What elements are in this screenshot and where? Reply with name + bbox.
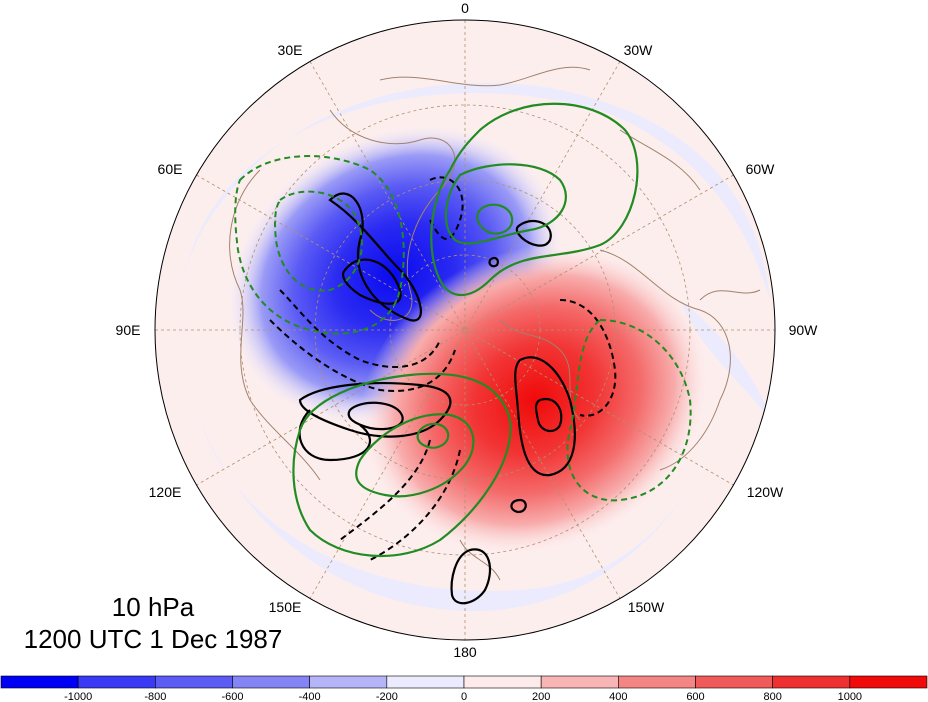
- green-dashed-contours: [234, 155, 692, 502]
- lon-label-180: 180: [453, 644, 477, 660]
- lon-label-120w: 120W: [747, 484, 784, 500]
- colorbar-tick-label: -200: [376, 691, 398, 702]
- lon-label-0: 0: [461, 0, 469, 16]
- colorbar-swatch: [772, 675, 851, 689]
- colorbar-swatch: [849, 675, 928, 689]
- colorbar-tick-label: 0: [461, 691, 467, 702]
- colorbar-tick-label: 400: [609, 691, 627, 702]
- colorbar: -1000 -800 -600 -400 -200 0 200 400 600 800 1000: [0, 675, 928, 702]
- green-contours: [292, 102, 639, 558]
- graticule: [155, 20, 775, 640]
- lon-label-150e: 150E: [269, 599, 302, 615]
- colorbar-swatch: [618, 675, 696, 689]
- colorbar-tick-label: -400: [299, 691, 321, 702]
- lon-label-30w: 30W: [624, 42, 654, 58]
- longitude-labels: 0 30W 60W 90W 120W 150W 180 150E 120E 90…: [116, 0, 819, 660]
- colorbar-swatch: [77, 675, 156, 689]
- lon-label-60w: 60W: [746, 161, 776, 177]
- level-label: 10 hPa: [112, 592, 195, 622]
- colorbar-swatch: [386, 675, 465, 689]
- lon-label-60e: 60E: [158, 161, 183, 177]
- time-label: 1200 UTC 1 Dec 1987: [24, 624, 283, 654]
- colorbar-swatch: [232, 675, 310, 689]
- colorbar-swatch: [463, 675, 542, 689]
- colorbar-swatch: [0, 675, 79, 689]
- colorbar-tick-label: -600: [221, 691, 243, 702]
- shaded-field: [155, 20, 775, 640]
- colorbar-swatch: [695, 675, 773, 689]
- colorbar-tick-label: -1000: [64, 691, 92, 702]
- colorbar-tick-label: 800: [763, 691, 781, 702]
- lon-label-30e: 30E: [278, 42, 303, 58]
- colorbar-tick-label: -800: [144, 691, 166, 702]
- black-dashed-contours: [269, 176, 617, 561]
- colorbar-swatch: [540, 675, 619, 689]
- colorbar-tick-label: 1000: [838, 691, 862, 702]
- colorbar-swatch: [309, 675, 388, 689]
- lon-label-120e: 120E: [149, 484, 182, 500]
- map-boundary: [154, 19, 776, 641]
- lon-label-90e: 90E: [116, 322, 141, 338]
- colorbar-tick-label: 200: [532, 691, 550, 702]
- lon-label-90w: 90W: [789, 322, 819, 338]
- colorbar-tick-label: 600: [686, 691, 704, 702]
- colorbar-swatch: [155, 675, 233, 689]
- lon-label-150w: 150W: [628, 599, 665, 615]
